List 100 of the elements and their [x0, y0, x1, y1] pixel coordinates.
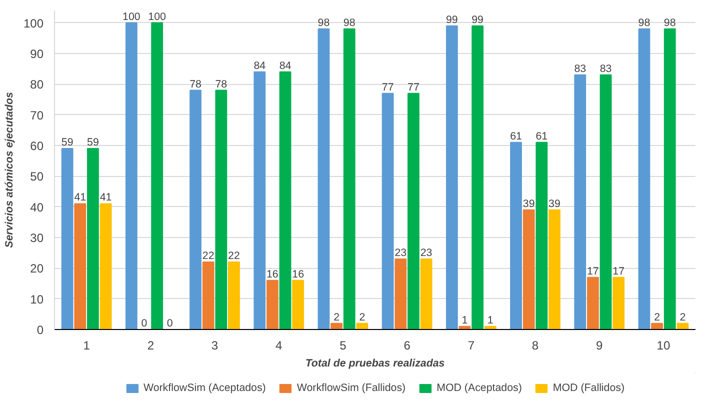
legend-label: WorkflowSim (Aceptados)	[143, 382, 266, 394]
bar	[254, 71, 266, 330]
data-label: 23	[420, 246, 432, 259]
y-tick-label: 0	[36, 323, 44, 337]
data-label: 39	[522, 198, 535, 210]
data-label: 61	[536, 130, 548, 142]
data-label: 39	[548, 198, 560, 210]
data-label: 23	[394, 246, 407, 259]
data-label: 1	[462, 314, 468, 326]
x-tick-label: 2	[147, 338, 154, 352]
bar	[510, 142, 522, 330]
data-label: 100	[148, 10, 166, 23]
data-label: 2	[654, 311, 660, 324]
data-label: 98	[638, 16, 650, 29]
data-label: 2	[680, 311, 686, 324]
bar	[202, 262, 214, 330]
y-tick-label: 90	[30, 46, 44, 61]
bar	[190, 90, 202, 330]
bar	[472, 25, 484, 330]
data-label: 16	[266, 268, 278, 280]
bar	[318, 28, 330, 330]
data-label: 22	[202, 250, 214, 262]
data-label: 83	[600, 62, 612, 75]
data-label: 1	[487, 314, 494, 326]
bar	[522, 209, 535, 330]
y-tick-label: 100	[23, 16, 44, 30]
bar	[638, 28, 650, 330]
y-tick-label: 50	[30, 170, 44, 184]
bar	[61, 148, 74, 330]
y-tick-label: 60	[30, 138, 44, 153]
bar	[125, 22, 138, 330]
x-tick-label: 7	[468, 338, 475, 352]
data-label: 0	[166, 318, 173, 330]
x-tick-label: 6	[404, 338, 411, 352]
x-tick-label: 3	[211, 338, 218, 352]
x-tick-label: 8	[532, 338, 539, 352]
data-label: 16	[292, 268, 304, 280]
x-tick-label: 10	[656, 338, 670, 352]
data-label: 98	[664, 16, 676, 29]
bar	[292, 280, 304, 330]
bar	[394, 258, 407, 330]
bar	[600, 74, 612, 330]
x-tick-label: 5	[340, 338, 347, 352]
data-label: 100	[122, 10, 140, 23]
bar	[343, 28, 356, 330]
bar	[279, 71, 292, 330]
bar	[446, 25, 458, 330]
data-label: 78	[215, 78, 228, 90]
y-axis-title: Servicios atómicos ejecutados	[3, 92, 16, 248]
data-label: 83	[574, 62, 586, 75]
x-tick-label: 4	[276, 338, 283, 352]
data-label: 77	[408, 81, 420, 94]
data-label: 17	[612, 265, 625, 278]
data-label: 78	[190, 78, 202, 90]
data-label: 99	[472, 14, 484, 26]
data-label: 41	[74, 192, 86, 204]
bar	[228, 262, 240, 330]
bar	[266, 280, 278, 330]
bar	[330, 322, 342, 330]
bar	[100, 203, 112, 330]
data-label: 41	[100, 192, 112, 204]
bar	[676, 322, 689, 330]
y-tick-label: 30	[30, 230, 44, 245]
data-label: 77	[382, 81, 394, 94]
bar	[74, 203, 86, 330]
legend-label: MOD (Aceptados)	[436, 382, 522, 394]
y-tick-label: 70	[30, 108, 44, 122]
bar	[151, 22, 164, 330]
data-label: 17	[587, 265, 599, 278]
bar	[87, 148, 99, 330]
y-tick-label: 20	[30, 262, 44, 276]
bar	[651, 322, 663, 330]
bar	[420, 258, 432, 330]
legend-label: MOD (Fallidos)	[552, 382, 625, 394]
data-label: 2	[334, 311, 340, 324]
x-axis-title: Total de pruebas realizadas	[305, 358, 445, 370]
data-label: 98	[318, 16, 330, 29]
y-tick-label: 10	[30, 292, 44, 306]
bar	[536, 142, 548, 330]
data-label: 61	[510, 130, 522, 142]
data-label: 84	[254, 60, 266, 72]
x-tick-label: 1	[83, 338, 90, 352]
data-label: 84	[279, 60, 292, 72]
x-tick-label: 9	[596, 338, 604, 352]
data-label: 59	[61, 136, 74, 149]
bar	[215, 90, 228, 330]
bar	[548, 209, 560, 330]
bar	[612, 276, 625, 330]
bar	[586, 276, 599, 330]
data-label: 98	[343, 16, 356, 29]
bar	[356, 322, 368, 330]
data-label: 0	[141, 318, 148, 330]
bar	[664, 28, 676, 330]
data-label: 99	[446, 14, 458, 26]
y-tick-label: 80	[30, 78, 44, 92]
bar	[574, 74, 586, 330]
legend-label: WorkflowSim (Fallidos)	[296, 382, 406, 394]
bar	[408, 92, 420, 330]
data-label: 2	[359, 311, 366, 324]
bar	[382, 92, 394, 330]
